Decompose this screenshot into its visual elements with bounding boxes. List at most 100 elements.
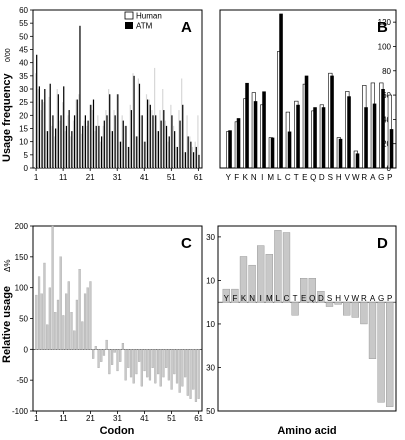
panel-a-bar-human bbox=[102, 125, 104, 168]
panel-b-bar-atm bbox=[279, 13, 283, 169]
panel-d-category-label: H bbox=[335, 294, 341, 303]
panel-a-bar-atm bbox=[41, 99, 43, 168]
panel-a-bar-atm bbox=[157, 131, 160, 168]
panel-a-bar-human bbox=[135, 136, 137, 168]
panel-d-bar bbox=[334, 301, 342, 305]
panel-a-bar-human bbox=[172, 125, 175, 168]
panel-a-bar-atm bbox=[160, 120, 162, 168]
panel-a-bar-human bbox=[35, 73, 37, 168]
panel-a-xtick-label: 21 bbox=[86, 173, 95, 182]
panel-c-bar bbox=[135, 349, 138, 375]
panel-a-bar-atm bbox=[44, 89, 46, 168]
panel-b-category-label: G bbox=[378, 173, 384, 182]
panel-d-category-label: W bbox=[352, 294, 360, 303]
panel-b-category-label: L bbox=[277, 173, 282, 182]
panel-a-ytick-label: 20 bbox=[19, 111, 28, 120]
panel-d-bar bbox=[291, 301, 299, 316]
panel-a-bar-atm bbox=[152, 115, 154, 168]
panel-c-bar bbox=[113, 349, 116, 353]
panel-c-bar bbox=[102, 349, 106, 356]
panel-c-bar bbox=[86, 287, 89, 350]
panel-c-bar bbox=[156, 349, 160, 375]
panel-c-bar bbox=[186, 349, 189, 396]
panel-a-bar-human bbox=[56, 89, 58, 168]
panel-c-xtick-label: 21 bbox=[86, 414, 95, 423]
panel-a-bar-atm bbox=[46, 131, 49, 168]
panel-d-bar bbox=[325, 301, 334, 307]
panel-c-bar bbox=[129, 349, 133, 378]
panel-b-bar-atm bbox=[236, 118, 241, 168]
panel-a-bar-atm bbox=[52, 115, 54, 168]
panel-a-ytick-label: 60 bbox=[19, 6, 28, 15]
panel-a-bar-human bbox=[64, 131, 66, 168]
panel-d-category-label: Y bbox=[224, 294, 230, 303]
panel-c-bar bbox=[108, 349, 111, 375]
panel-d-bar bbox=[222, 288, 230, 303]
panel-d-bar bbox=[239, 256, 248, 303]
panel-c-bar bbox=[154, 349, 157, 384]
panel-a-bar-atm bbox=[76, 99, 78, 168]
panel-b-bar-atm bbox=[228, 130, 232, 168]
panel-a-bar-atm bbox=[65, 125, 68, 168]
panel-c-ytick-label: 100 bbox=[15, 284, 29, 293]
panel-a-bar-human bbox=[132, 73, 134, 168]
panel-a-bar-atm bbox=[130, 110, 132, 168]
panel-c-bar bbox=[94, 346, 97, 350]
panel-b-category-label: P bbox=[387, 173, 392, 182]
panel-d-category-label: S bbox=[327, 294, 332, 303]
panel-c-bar bbox=[78, 269, 81, 350]
panel-b-bar-atm bbox=[287, 131, 292, 168]
panel-c-xtick-label: 51 bbox=[167, 414, 176, 423]
panel-a-bar-human bbox=[181, 78, 183, 168]
panel-d-bar bbox=[308, 278, 316, 303]
panel-b-category-label: F bbox=[234, 173, 239, 182]
panel-c-bar bbox=[40, 293, 43, 350]
panel-c-bar bbox=[56, 299, 60, 350]
panel-a-bar-human bbox=[194, 141, 196, 168]
panel-c-bar bbox=[148, 349, 152, 381]
panel-d-category-label: G bbox=[378, 294, 384, 303]
panel-b-category-label: K bbox=[243, 173, 249, 182]
panel-c-bar bbox=[46, 324, 49, 350]
panel-a-bar-human bbox=[197, 115, 199, 168]
panel-a-bar-atm bbox=[198, 154, 200, 168]
panel-a-bar-human bbox=[40, 110, 42, 168]
legend: Human ATM bbox=[124, 11, 162, 31]
panel-a-bar-atm bbox=[133, 75, 135, 168]
panel-c-bar bbox=[51, 225, 54, 350]
panel-a-bar-human bbox=[99, 141, 102, 168]
panel-a-bar-atm bbox=[192, 152, 195, 168]
panel-a-bar-human bbox=[183, 152, 185, 168]
panel-a-bar-human bbox=[154, 67, 156, 168]
panel-a-bar-human bbox=[137, 78, 140, 168]
panel-a-bar-atm bbox=[71, 131, 73, 168]
panel-c-bar bbox=[194, 349, 198, 402]
panel-a-bar-human bbox=[94, 131, 96, 168]
panel-a-bar-atm bbox=[57, 94, 59, 168]
panel-b-bar-atm bbox=[364, 107, 368, 168]
panel-c-ytick-label: -100 bbox=[12, 407, 29, 416]
panel-b-category-label: I bbox=[261, 173, 263, 182]
panel-a-bar-atm bbox=[119, 141, 122, 168]
panel-a-bar-atm bbox=[168, 136, 170, 168]
panel-a-bar-human bbox=[164, 120, 167, 168]
panel-c-bar bbox=[100, 349, 103, 362]
panel-a-bar-human bbox=[105, 110, 107, 168]
legend-human-swatch bbox=[124, 11, 134, 20]
panel-d-category-label: T bbox=[293, 294, 298, 303]
panel-a-bar-atm bbox=[55, 128, 57, 168]
panel-c-bar bbox=[83, 293, 87, 350]
panel-c-bar bbox=[59, 256, 62, 350]
panel-a-bar-human bbox=[62, 102, 64, 168]
panel-a-xtick-label: 51 bbox=[167, 173, 176, 182]
panel-c-bar bbox=[197, 349, 200, 399]
panel-d-letter: D bbox=[377, 235, 388, 252]
panel-a-bar-human bbox=[37, 89, 39, 168]
panel-a-bar-atm bbox=[60, 115, 62, 168]
panel-b-category-label: V bbox=[345, 173, 351, 182]
legend-atm-swatch bbox=[125, 22, 133, 29]
panel-c-bar bbox=[162, 349, 165, 378]
panel-b-category-label: Y bbox=[226, 173, 232, 182]
panel-a-bar-human bbox=[97, 115, 99, 168]
